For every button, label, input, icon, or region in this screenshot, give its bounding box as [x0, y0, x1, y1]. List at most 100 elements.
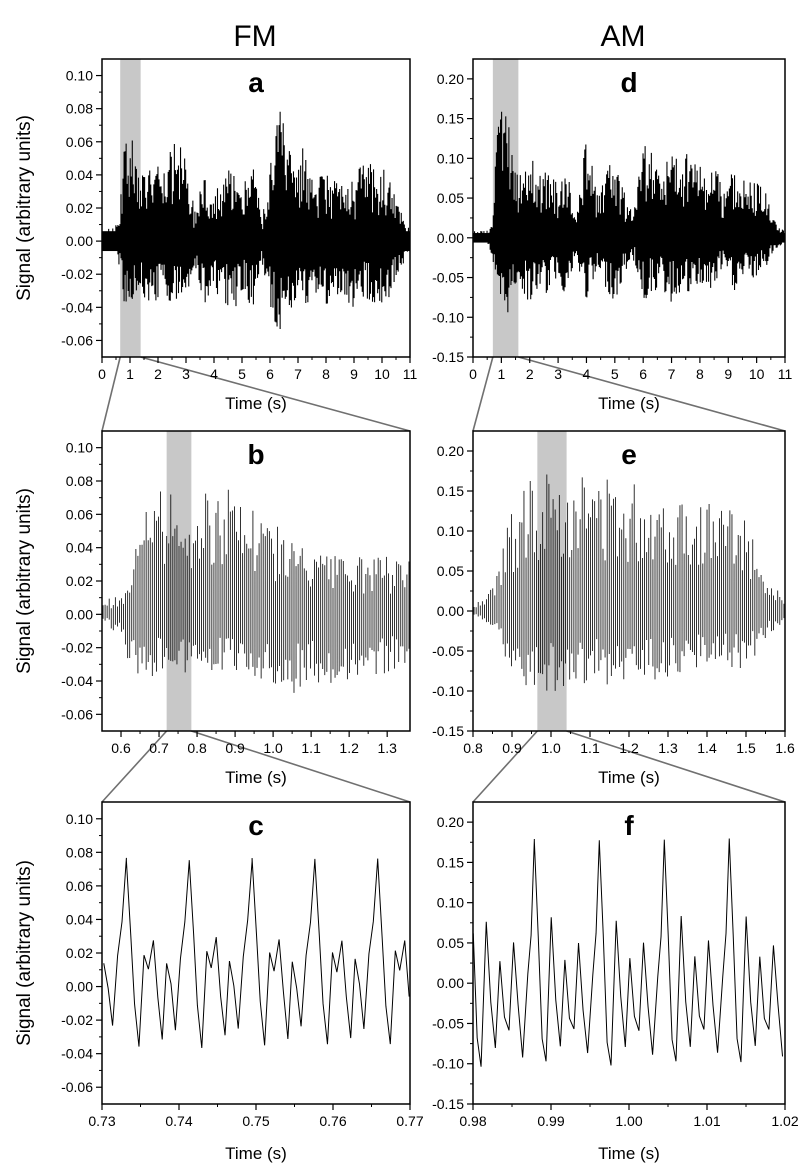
signal-trace [103, 857, 410, 1048]
y-tick-label: -0.06 [61, 332, 93, 348]
x-axis-title: Time (s) [225, 768, 287, 787]
signal-envelope [101, 111, 411, 330]
x-tick-label: 1 [497, 366, 505, 382]
x-tick-label: 10 [374, 366, 390, 382]
y-axis: -0.06 -0.04 -0.02 0.00 0.02 0.04 0.06 0.08 0.10 [61, 440, 102, 722]
y-tick-label: 0.00 [66, 606, 93, 622]
x-tick-label: 6 [639, 366, 647, 382]
x-tick-label: 10 [749, 366, 765, 382]
y-tick-label: 0.10 [437, 895, 464, 911]
y-axis: -0.15 -0.10 -0.05 0.00 0.05 0.10 0.15 0.20 [432, 71, 473, 365]
x-axis: 0 1 2 3 4 5 6 7 8 9 10 11 Time (s) [469, 357, 792, 413]
x-tick-label: 1.02 [771, 1113, 798, 1129]
zoom-connectors [101, 356, 786, 803]
y-tick-label: 0.04 [66, 911, 93, 927]
y-axis: -0.15 -0.10 -0.05 0.00 0.05 0.10 0.15 0.20 [432, 443, 473, 739]
y-tick-label: -0.02 [61, 1012, 93, 1028]
x-tick-label: 11 [778, 366, 793, 382]
x-tick-label: 1.1 [580, 740, 600, 756]
x-tick-label: 1.2 [619, 740, 639, 756]
x-tick-label: 0.9 [225, 740, 245, 756]
y-tick-label: -0.06 [61, 1079, 93, 1095]
signal-envelope [473, 474, 785, 691]
x-axis: 0.73 0.74 0.75 0.76 0.77 Time (s) [88, 1104, 424, 1163]
x-axis: 0.98 0.99 1.00 1.01 1.02 Time (s) [459, 1104, 799, 1163]
y-tick-label: 0.15 [437, 854, 464, 870]
x-tick-label: 1.5 [736, 740, 756, 756]
x-axis-title: Time (s) [598, 1144, 660, 1163]
y-tick-label: 0.02 [66, 945, 93, 961]
x-tick-label: 0.99 [537, 1113, 564, 1129]
x-tick-label: 0.9 [502, 740, 522, 756]
x-tick-label: 0 [469, 366, 477, 382]
y-tick-label: 0.08 [66, 844, 93, 860]
x-tick-label: 0.6 [111, 740, 131, 756]
signal-envelope [472, 111, 786, 313]
x-axis: 0.8 0.9 1.0 1.1 1.2 1.3 1.4 1.5 1.6 Time (s) [463, 731, 795, 787]
y-tick-label: -0.02 [61, 266, 93, 282]
panel-d: 0 1 2 3 4 5 6 7 8 9 10 11 Time (s) -0.15 -0.10 -0.05 0.0… [432, 58, 792, 413]
y-tick-label: 0.20 [437, 814, 464, 830]
y-tick-label: 0.00 [437, 975, 464, 991]
x-tick-label: 0.8 [463, 740, 483, 756]
panel-letter: d [620, 67, 637, 98]
x-tick-label: 3 [182, 366, 190, 382]
signal-envelope [102, 489, 410, 693]
y-tick-label: 0.10 [437, 523, 464, 539]
panel-letter: f [624, 810, 634, 841]
y-tick-label: -0.10 [432, 309, 464, 325]
x-tick-label: 1.3 [658, 740, 678, 756]
x-tick-label: 9 [350, 366, 358, 382]
zoom-connector-line [101, 730, 168, 803]
signal-trace [472, 111, 786, 313]
x-axis-title: Time (s) [225, 1144, 287, 1163]
y-axis-title: Signal (arbitrary units) [14, 860, 35, 1046]
y-tick-label: -0.06 [61, 706, 93, 722]
y-tick-label: 0.06 [66, 134, 93, 150]
x-tick-label: 1 [126, 366, 134, 382]
y-tick-label: -0.15 [432, 723, 464, 739]
x-tick-label: 0.76 [319, 1113, 346, 1129]
zoom-connector-line [101, 356, 121, 432]
x-tick-label: 1.4 [697, 740, 717, 756]
y-tick-label: -0.10 [432, 683, 464, 699]
column-title-am: AM [601, 20, 646, 53]
x-axis: 0.6 0.7 0.8 0.9 1.0 1.1 1.2 1.3 Time (s) [111, 731, 397, 787]
panel-e: 0.8 0.9 1.0 1.1 1.2 1.3 1.4 1.5 1.6 Time (s) -0.15… [432, 430, 795, 787]
zoom-connector-line [472, 356, 494, 432]
zoom-connector-line [472, 730, 538, 803]
x-tick-label: 0 [98, 366, 106, 382]
y-tick-label: -0.05 [432, 643, 464, 659]
x-tick-label: 6 [266, 366, 274, 382]
y-tick-label: 0.08 [66, 473, 93, 489]
zoom-connector-line [566, 730, 786, 803]
y-tick-label: -0.04 [61, 673, 93, 689]
signal-trace [101, 111, 411, 330]
y-tick-label: 0.02 [66, 200, 93, 216]
panel-letter: a [248, 67, 264, 98]
x-tick-label: 5 [611, 366, 619, 382]
x-tick-label: 0.73 [88, 1113, 115, 1129]
x-axis: 0 1 2 3 4 5 6 7 8 9 10 11 Time (s) [98, 357, 417, 413]
x-tick-label: 1.6 [775, 740, 795, 756]
x-tick-label: 3 [554, 366, 562, 382]
plot-frame [472, 801, 786, 1105]
x-tick-label: 0.74 [165, 1113, 192, 1129]
signal-baseline [473, 233, 785, 243]
y-axis: -0.06 -0.04 -0.02 0.00 0.02 0.04 0.06 0.08 0.10 [61, 68, 102, 348]
y-axis: -0.15 -0.10 -0.05 0.00 0.05 0.10 0.15 0.20 [432, 814, 473, 1112]
x-tick-label: 0.7 [149, 740, 169, 756]
y-tick-label: 0.06 [66, 878, 93, 894]
x-tick-label: 1.01 [693, 1113, 720, 1129]
x-tick-label: 0.8 [187, 740, 207, 756]
plot-frame [101, 801, 411, 1105]
y-tick-label: 0.20 [437, 443, 464, 459]
waveform-line [472, 838, 784, 1067]
y-tick-label: 0.04 [66, 540, 93, 556]
y-tick-label: 0.10 [437, 150, 464, 166]
x-tick-label: 7 [294, 366, 302, 382]
signal-trace [472, 838, 784, 1067]
y-tick-label: -0.10 [432, 1056, 464, 1072]
y-tick-label: 0.15 [437, 483, 464, 499]
